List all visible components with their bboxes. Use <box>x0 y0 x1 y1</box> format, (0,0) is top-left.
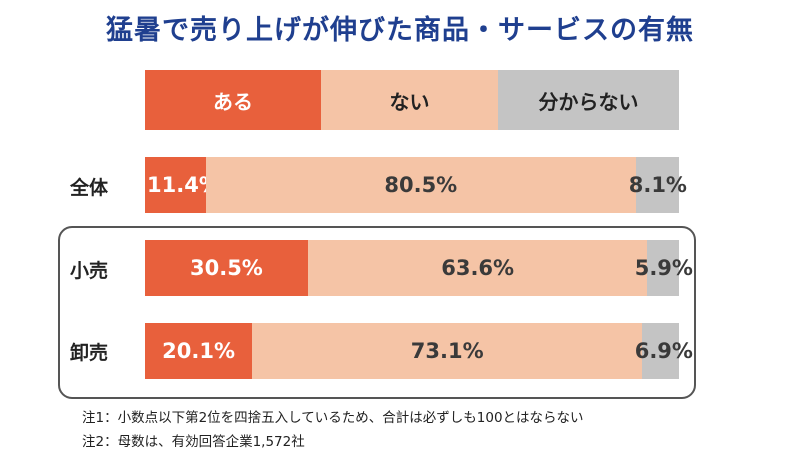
retail-wholesale-frame <box>58 226 696 399</box>
bar-segment-yes: 30.5% <box>145 240 308 296</box>
bar-segment-yes: 20.1% <box>145 323 253 379</box>
bar-segment-unknown: 6.9% <box>635 323 693 379</box>
value-label: 5.9% <box>634 256 693 280</box>
value-label: 20.1% <box>162 339 236 363</box>
bar-segment-no: 73.1% <box>252 323 643 379</box>
bar-row: 30.5% 63.6% 5.9% <box>145 240 693 296</box>
legend-item-yes: ある <box>145 70 321 130</box>
row-label-all: 全体 <box>70 177 109 199</box>
bar-segment-no: 63.6% <box>307 240 648 296</box>
bar-segment-unknown: 5.9% <box>635 240 693 296</box>
row-label-retail: 小売 <box>70 260 109 282</box>
bar-row: 20.1% 73.1% 6.9% <box>145 323 693 379</box>
value-label: 30.5% <box>189 256 263 280</box>
legend: ある ない 分からない <box>145 70 679 130</box>
value-label: 6.9% <box>634 339 693 363</box>
note-2: 注2：母数は、有効回答企業1,572社 <box>82 434 305 450</box>
value-label: 8.1% <box>628 173 687 197</box>
legend-item-unknown: 分からない <box>498 70 679 130</box>
value-label: 80.5% <box>384 173 458 197</box>
value-label: 73.1% <box>410 339 484 363</box>
bar-segment-yes: 11.4% <box>145 157 220 213</box>
bar-segment-unknown: 8.1% <box>629 157 687 213</box>
row-label-wholesale: 卸売 <box>70 342 109 364</box>
bar-row: 11.4% 80.5% 8.1% <box>145 157 687 213</box>
notes: 注1：小数点以下第2位を四捨五入しているため、合計は必ずしも100とはならない … <box>82 406 584 454</box>
legend-item-no: ない <box>321 70 498 130</box>
chart-title: 猛暑で売り上げが伸びた商品・サービスの有無 <box>106 15 694 46</box>
bar-segment-no: 80.5% <box>205 157 636 213</box>
note-1: 注1：小数点以下第2位を四捨五入しているため、合計は必ずしも100とはならない <box>82 410 584 426</box>
value-label: 63.6% <box>441 256 515 280</box>
